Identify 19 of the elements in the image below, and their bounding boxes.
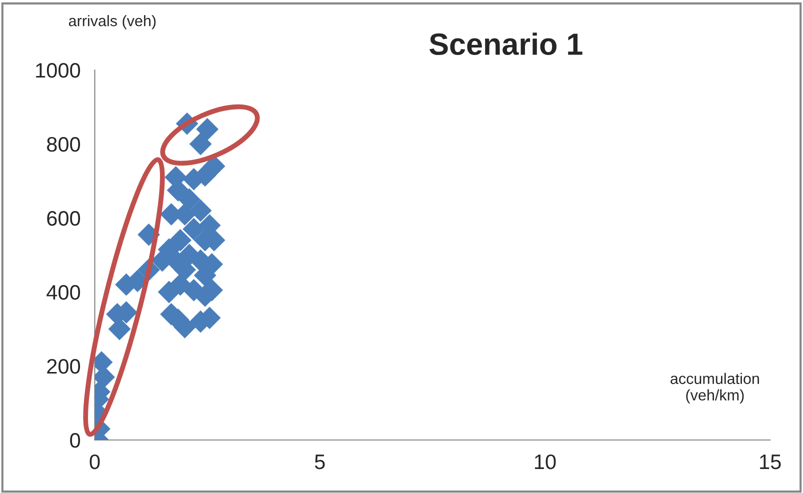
point	[189, 199, 212, 222]
y-axis-title: arrivals (veh)	[68, 15, 156, 30]
y-tick-label: 200	[47, 359, 80, 374]
x-tick-label: 5	[314, 454, 325, 470]
y-tick-label: 1000	[36, 63, 80, 78]
y-tick-label: 0	[70, 433, 80, 448]
x-tick-label: 0	[90, 454, 100, 470]
x-tick-label: 15	[760, 454, 781, 470]
y-tick-label: 400	[46, 285, 80, 300]
point	[158, 280, 180, 304]
chart-title: Scenario 1	[429, 32, 582, 56]
point	[182, 218, 205, 240]
point	[169, 229, 192, 252]
point	[189, 132, 212, 156]
y-tick-label: 600	[47, 211, 80, 226]
x-tick-label: 10	[534, 454, 556, 470]
y-tick-label: 800	[47, 137, 80, 152]
x-axis-title: accumulation (veh/km)	[670, 372, 759, 404]
point	[196, 118, 219, 140]
